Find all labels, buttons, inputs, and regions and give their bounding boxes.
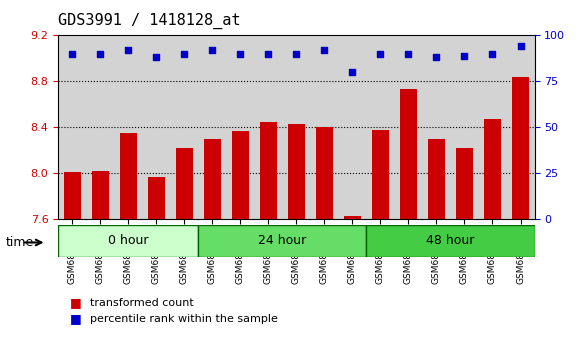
Bar (288, 124, 304, 219)
Bar (204, 139, 221, 219)
Bar (456, 148, 473, 219)
Point (432, 55, 441, 60)
Point (264, 51, 273, 57)
Point (95, 51, 105, 57)
Text: 0 hour: 0 hour (108, 234, 148, 247)
Bar (232, 131, 249, 219)
Point (516, 44, 525, 49)
Point (404, 51, 413, 57)
FancyBboxPatch shape (367, 225, 535, 257)
Bar (176, 148, 193, 219)
Text: GDS3991 / 1418128_at: GDS3991 / 1418128_at (58, 12, 241, 29)
FancyBboxPatch shape (198, 225, 367, 257)
Text: ■: ■ (70, 312, 81, 325)
Text: transformed count: transformed count (90, 298, 194, 308)
Text: 24 hour: 24 hour (258, 234, 306, 247)
Bar (92, 171, 109, 219)
Point (67, 51, 77, 57)
Point (460, 53, 469, 58)
Point (124, 47, 133, 53)
Point (376, 51, 385, 57)
Point (488, 51, 497, 57)
Point (180, 51, 189, 57)
Text: percentile rank within the sample: percentile rank within the sample (90, 314, 278, 324)
Text: time: time (6, 236, 34, 249)
Point (320, 47, 329, 53)
Bar (64, 172, 81, 219)
Bar (148, 177, 164, 219)
Point (207, 47, 217, 53)
Text: 48 hour: 48 hour (426, 234, 475, 247)
Point (292, 51, 301, 57)
Bar (512, 77, 529, 219)
Point (236, 51, 245, 57)
Text: ■: ■ (70, 296, 81, 309)
Bar (316, 127, 333, 219)
Bar (400, 90, 417, 219)
Bar (484, 119, 501, 219)
Bar (260, 122, 277, 219)
Bar (344, 216, 361, 219)
Bar (120, 133, 137, 219)
Point (152, 55, 161, 60)
Bar (428, 139, 445, 219)
Point (347, 69, 357, 75)
FancyBboxPatch shape (58, 225, 198, 257)
Bar (372, 130, 389, 219)
